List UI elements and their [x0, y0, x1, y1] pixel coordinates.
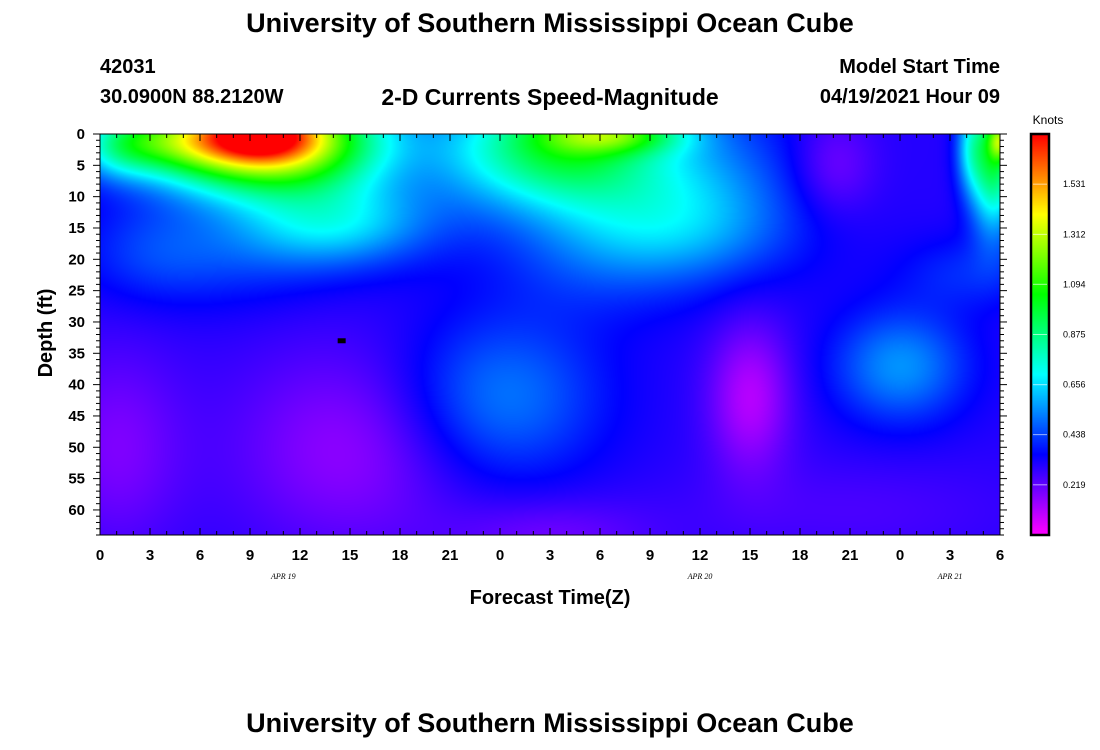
y-axis-label: Depth (ft): [35, 289, 57, 378]
colorbar-tick-label: 0.438: [1063, 430, 1086, 440]
x-tick-label: 0: [96, 547, 104, 564]
y-tick-label: 10: [68, 189, 85, 206]
x-tick-label: 9: [246, 547, 254, 564]
colorbar-tick-label: 1.312: [1063, 229, 1086, 239]
colorbar-frame: [1029, 132, 1051, 537]
x-tick-label: 15: [742, 547, 759, 564]
date-label: APR 21: [937, 572, 963, 581]
x-tick-label: 0: [496, 547, 504, 564]
date-label: APR 20: [687, 572, 713, 581]
x-tick-label: 18: [792, 547, 809, 564]
x-tick-label: 3: [946, 547, 954, 564]
y-tick-label: 45: [68, 408, 85, 425]
x-tick-label: 15: [342, 547, 359, 564]
axes: 0 3 6 9 12 15 18 21 0 3 6 9 12 15 18 21 0 3 6 APR 19 APR 20 A…: [68, 126, 1007, 581]
x-tick-label: 9: [646, 547, 654, 564]
station-id: 42031: [100, 56, 156, 78]
x-tick-label: 18: [392, 547, 409, 564]
x-tick-label: 6: [596, 547, 604, 564]
colorbar-label: Knots: [1033, 113, 1064, 127]
y-tick-label: 30: [68, 314, 85, 331]
colorbar: 1.531 1.312 1.094 0.875 0.656 0.438 0.219: [1029, 132, 1086, 537]
date-label: APR 19: [270, 572, 296, 581]
y-tick-label: 60: [68, 502, 85, 519]
chart-title: 2-D Currents Speed-Magnitude: [381, 84, 719, 110]
x-axis-label: Forecast Time(Z): [470, 587, 631, 609]
model-start-time: 04/19/2021 Hour 09: [819, 86, 1000, 108]
colorbar-tick-label: 0.656: [1063, 380, 1086, 390]
heatmap-field: [100, 134, 1000, 535]
colorbar-tick-label: 0.219: [1063, 480, 1086, 490]
colorbar-tick-label: 1.531: [1063, 179, 1086, 189]
y-tick-label: 40: [68, 377, 85, 394]
footer-title: University of Southern Mississippi Ocean…: [246, 708, 854, 738]
y-tick-label: 20: [68, 251, 85, 268]
colorbar-tick-label: 0.875: [1063, 330, 1086, 340]
x-tick-label: 12: [692, 547, 709, 564]
x-tick-label: 6: [196, 547, 204, 564]
model-start-label: Model Start Time: [839, 56, 1000, 78]
x-tick-label: 12: [292, 547, 309, 564]
y-tick-label: 0: [77, 126, 85, 143]
x-tick-label: 21: [842, 547, 859, 564]
x-tick-label: 21: [442, 547, 459, 564]
plot-area: [100, 134, 1000, 535]
x-tick-label: 3: [546, 547, 554, 564]
station-coordinates: 30.0900N 88.2120W: [100, 86, 284, 108]
y-tick-label: 35: [68, 345, 85, 362]
x-tick-label: 0: [896, 547, 904, 564]
y-tick-label: 5: [77, 157, 85, 174]
page-title: University of Southern Mississippi Ocean…: [246, 8, 854, 38]
y-tick-label: 55: [68, 471, 85, 488]
y-tick-label: 15: [68, 220, 85, 237]
y-tick-label: 50: [68, 439, 85, 456]
y-tick-label: 25: [68, 283, 85, 300]
x-tick-label: 6: [996, 547, 1004, 564]
data-marker: [337, 338, 346, 344]
colorbar-tick-label: 1.094: [1063, 279, 1086, 289]
x-tick-label: 3: [146, 547, 154, 564]
